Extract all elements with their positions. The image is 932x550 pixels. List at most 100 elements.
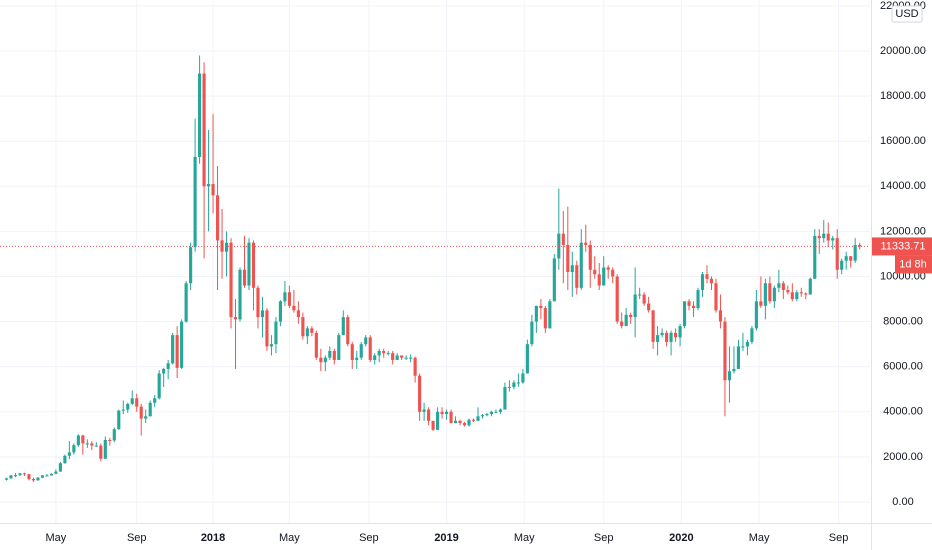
y-tick-label: 16000.00 [880, 135, 926, 147]
candle-body [817, 235, 821, 239]
candle-body [494, 411, 498, 413]
x-tick-label: Sep [127, 532, 147, 544]
candle-body [718, 310, 723, 322]
candle-body [144, 416, 148, 419]
candle-body [727, 371, 732, 381]
candle-body [656, 335, 660, 342]
candle-body [570, 265, 574, 272]
candle-body [647, 303, 651, 311]
candle-body [714, 283, 718, 311]
candle-body [620, 321, 624, 327]
candle-body [58, 463, 62, 472]
x-tick-label: May [46, 532, 67, 544]
candle-body [126, 403, 130, 410]
candle-body [858, 244, 862, 247]
candle-body [162, 368, 166, 374]
candle-body [76, 435, 80, 446]
candle-body [274, 321, 278, 345]
last-price-label: 11333.71 [880, 240, 925, 252]
candle-body [638, 294, 642, 296]
candle-body [94, 445, 98, 447]
candle-body [651, 310, 655, 342]
candle-body [310, 328, 314, 333]
candle-body [665, 332, 669, 342]
candle-body [489, 411, 494, 415]
candle-body [763, 283, 767, 306]
candle-body [36, 477, 40, 481]
candle-body [189, 247, 193, 284]
candle-body [822, 233, 826, 239]
candle-body [148, 402, 152, 417]
candle-body [467, 419, 471, 426]
candle-body [108, 439, 112, 441]
candle-body [615, 276, 619, 322]
grid [0, 0, 870, 523]
x-tick-label: 2018 [201, 532, 225, 544]
candle-body [400, 355, 404, 358]
candle-body [853, 244, 857, 261]
candle-body [175, 335, 179, 368]
candle-body [184, 283, 188, 322]
candle-body [139, 406, 143, 419]
y-tick-label: 6000.00 [883, 361, 923, 373]
candle-body [534, 305, 538, 322]
candle-body [359, 344, 363, 358]
candle-body [373, 355, 377, 360]
candle-body [799, 292, 803, 294]
candle-body [808, 278, 812, 295]
candle-body [480, 415, 485, 417]
candle-body [305, 328, 309, 337]
candle-body [382, 350, 386, 354]
candle-body [700, 274, 705, 291]
candle-body [328, 350, 332, 358]
currency-box [891, 5, 923, 23]
y-tick-label: 0.00 [892, 496, 913, 508]
candle-body [229, 242, 233, 318]
candle-body [750, 328, 754, 342]
candle-body [584, 242, 588, 245]
candle-body [682, 301, 687, 327]
candle-body [440, 411, 444, 415]
candle-body [278, 301, 282, 322]
candle-body [633, 294, 637, 318]
candle-body [180, 321, 184, 368]
candle-body [768, 283, 772, 302]
candle-body [391, 353, 395, 360]
candle-body [121, 409, 125, 411]
candle-body [606, 267, 610, 270]
candle-body [772, 287, 776, 302]
candle-body [90, 443, 94, 446]
candle-body [579, 242, 583, 288]
candle-body [552, 258, 556, 302]
candle-body [265, 310, 269, 347]
countdown-tag [895, 255, 932, 274]
candle-body [732, 368, 736, 372]
countdown-label: 1d 8h [899, 258, 927, 270]
candle-body [67, 452, 71, 456]
currency-label: USD [895, 8, 918, 20]
candle-body [611, 269, 615, 277]
candle-body [602, 267, 606, 286]
candle-body [319, 357, 323, 363]
candle-body [539, 305, 543, 309]
candle-body [507, 387, 511, 389]
candle-body [202, 73, 206, 187]
candle-body [624, 314, 628, 327]
candle-body [350, 344, 354, 360]
candle-body [790, 292, 794, 300]
candle-body [436, 411, 440, 430]
candle-body [741, 346, 745, 348]
candle-body [525, 344, 529, 374]
candle-body [72, 445, 76, 453]
candle-body [691, 305, 696, 309]
candle-body [826, 233, 830, 241]
candle-body [444, 411, 449, 415]
candle-body [709, 278, 714, 284]
y-tick-label: 8000.00 [883, 316, 923, 328]
candle-body [629, 314, 633, 318]
candle-body [153, 398, 157, 403]
candle-body [458, 420, 462, 424]
candle-body [597, 274, 601, 286]
